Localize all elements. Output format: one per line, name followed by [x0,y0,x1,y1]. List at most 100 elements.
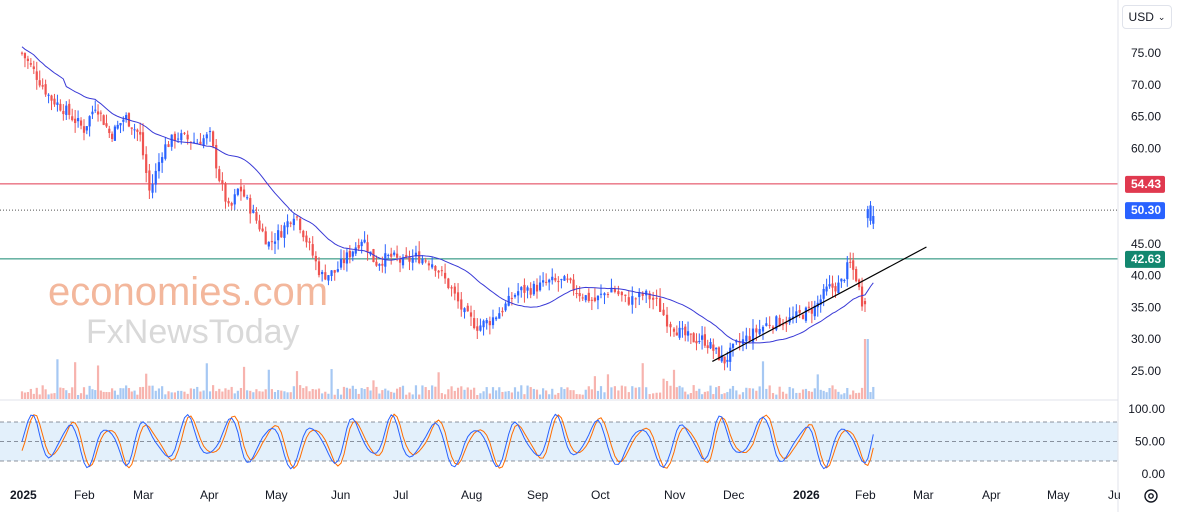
price-tick-label: 35.00 [1131,300,1161,314]
candle-body [82,126,86,133]
volume-bar [545,390,548,399]
candle-body [758,328,761,335]
volume-bar [855,393,858,399]
watermark-line2: FxNewsToday [86,313,300,351]
candle-body [634,298,637,300]
candle-body [151,184,154,193]
volume-bar [411,394,414,399]
volume-bar [729,388,732,399]
time-tick-label: Oct [591,488,610,502]
volume-bar [581,394,584,399]
volume-bar [563,389,566,399]
volume-bar [360,388,363,399]
candle-body [738,341,741,344]
volume-bar [771,393,775,399]
volume-bar [289,392,292,399]
volume-bar [593,376,597,399]
volume-bar [239,387,243,399]
volume-bar [65,390,68,399]
candle-body [681,328,684,330]
volume-bar [348,388,351,399]
candle-body [745,335,748,342]
volume-bar [641,363,644,399]
candle-body [822,288,825,299]
volume-bar [157,388,161,399]
volume-bar [302,388,305,399]
candle-body [843,279,846,281]
volume-bar [127,388,131,399]
candle-body [79,120,83,126]
candle-body [381,263,384,266]
volume-bars [20,339,875,399]
volume-bar [807,391,811,399]
candle-body [119,123,122,126]
candle-body [431,264,434,268]
time-tick-label: Apr [200,488,219,502]
volume-bar [299,385,302,399]
price-tick-label: 45.00 [1131,237,1161,251]
volume-bar [825,392,828,399]
candle-body [393,252,396,255]
volume-bar [804,388,808,399]
volume-bar [378,393,381,399]
candle-body [620,291,623,296]
candle-body [421,259,424,264]
candle-body [863,301,867,305]
volume-bar [488,393,491,399]
candle-body [215,144,218,169]
candle-body [479,325,482,331]
candle-body [32,66,35,70]
volume-bar [99,390,102,399]
candle-body [855,269,858,282]
gear-icon[interactable] [1141,486,1161,506]
volume-bar [102,391,105,399]
volume-bar [20,391,24,399]
chevron-down-icon: ⌄ [1157,11,1166,22]
volume-bar [675,387,678,399]
price-tick-label: 30.00 [1131,332,1161,346]
volume-bar [837,391,840,399]
volume-bar [218,388,221,399]
candle-body [366,242,369,252]
candle-body [603,293,606,296]
candle-body [771,326,775,329]
time-tick-label: Nov [664,488,685,502]
currency-selector[interactable]: USD ⌄ [1122,5,1172,29]
volume-bar [408,392,411,399]
time-tick-label: Sep [527,488,549,502]
candle-body [125,115,128,120]
candle-body [498,313,501,319]
volume-bar [437,372,440,399]
candle-body [846,262,849,280]
volume-bar [44,389,47,399]
candle-body [65,105,68,115]
volume-bar [689,393,692,399]
candle-body [715,347,718,350]
volume-bar [94,390,97,399]
volume-bar [751,388,755,399]
volume-bar [414,385,418,399]
candle-body [29,63,32,65]
candle-body [183,132,186,134]
candle-body [74,118,77,124]
volume-bar [227,389,230,399]
candle-body [20,52,24,54]
candle-body [460,299,463,310]
candle-body [405,254,408,258]
candle-body [557,280,560,283]
volume-bar [852,390,855,399]
moving-average-line [21,46,874,344]
volume-bar [606,374,610,399]
candle-body [387,254,390,256]
price-badge-support [1125,250,1165,268]
candle-body [466,305,469,312]
volume-bar [133,390,136,399]
candle-body [755,328,758,333]
time-axis[interactable]: 2025 Feb Mar Apr May Jun Jul Aug Sep Oct Nov Dec 202… [10,488,1121,502]
candle-body [819,299,822,305]
volume-bar [831,385,834,399]
candle-body [684,326,687,336]
candle-body [401,257,405,266]
price-axis[interactable]: 75.0070.0065.0060.0050.0045.0040.0035.00… [1131,46,1161,378]
